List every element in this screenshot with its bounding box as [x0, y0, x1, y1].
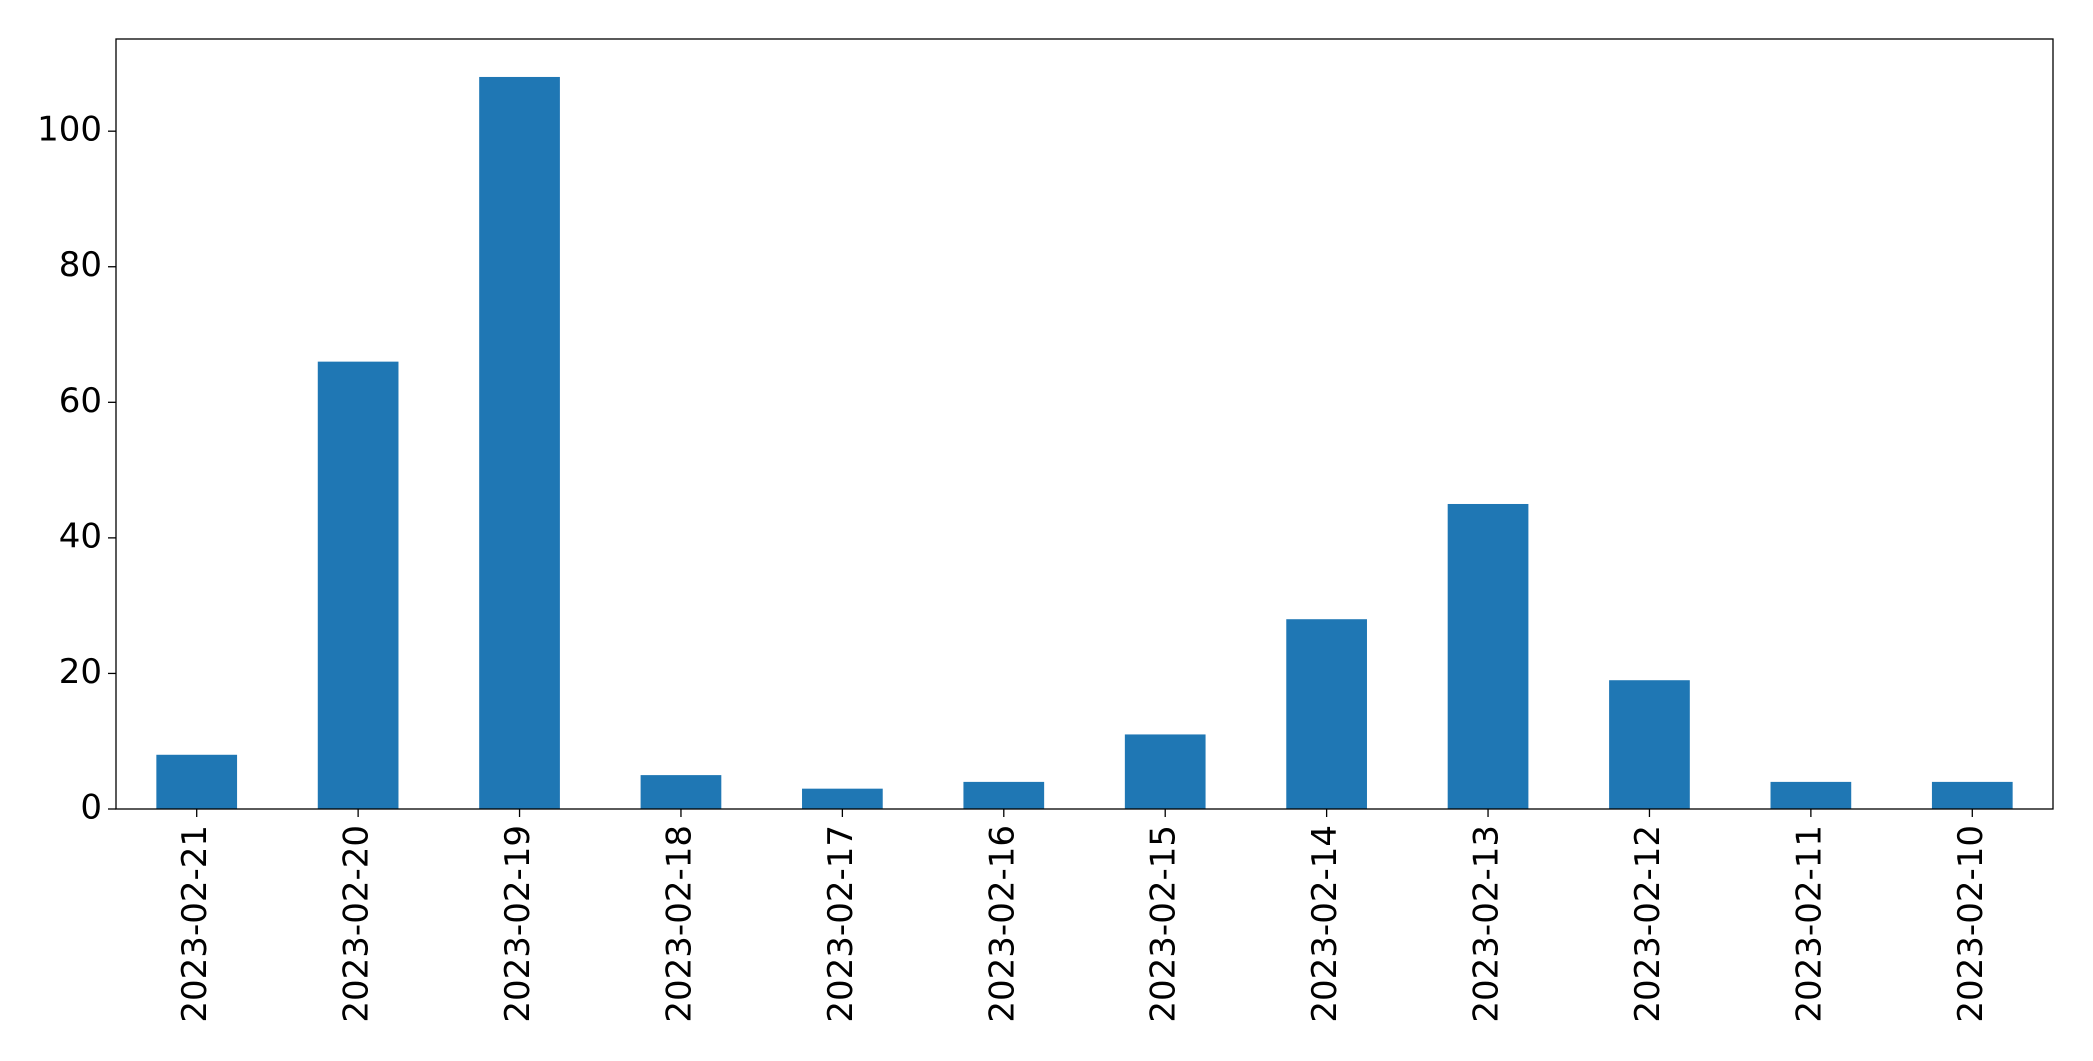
x-tick-label: 2023-02-20	[337, 825, 377, 1023]
bar	[1124, 734, 1206, 809]
bar	[1931, 781, 2013, 809]
x-tick-label: 2023-02-21	[175, 825, 215, 1023]
bar	[1609, 680, 1690, 809]
plot-frame	[115, 38, 2054, 810]
x-tick-label: 2023-02-11	[1789, 825, 1829, 1023]
bar	[963, 781, 1045, 809]
x-tick-label: 2023-02-12	[1628, 825, 1668, 1023]
bar	[1286, 619, 1367, 809]
x-tick-label: 2023-02-13	[1467, 825, 1507, 1023]
y-tick-label: 100	[37, 110, 102, 150]
y-tick-label: 40	[59, 516, 102, 556]
y-tick-label: 20	[59, 652, 102, 692]
x-tick-label: 2023-02-16	[982, 825, 1022, 1023]
y-tick-label: 80	[59, 245, 102, 285]
bar	[1770, 781, 1852, 809]
bar	[317, 361, 399, 809]
bar	[1447, 503, 1529, 809]
x-tick-label: 2023-02-19	[498, 825, 538, 1023]
y-tick-label: 60	[59, 381, 102, 421]
bar	[640, 775, 722, 809]
x-tick-label: 2023-02-15	[1144, 825, 1184, 1023]
bar	[479, 76, 560, 809]
bar	[802, 788, 883, 809]
x-tick-label: 2023-02-14	[1305, 825, 1345, 1023]
x-tick-label: 2023-02-18	[659, 825, 699, 1023]
y-tick-label: 0	[80, 788, 102, 828]
x-tick-label: 2023-02-10	[1951, 825, 1991, 1023]
x-tick-label: 2023-02-17	[821, 825, 861, 1023]
bar	[156, 754, 238, 809]
